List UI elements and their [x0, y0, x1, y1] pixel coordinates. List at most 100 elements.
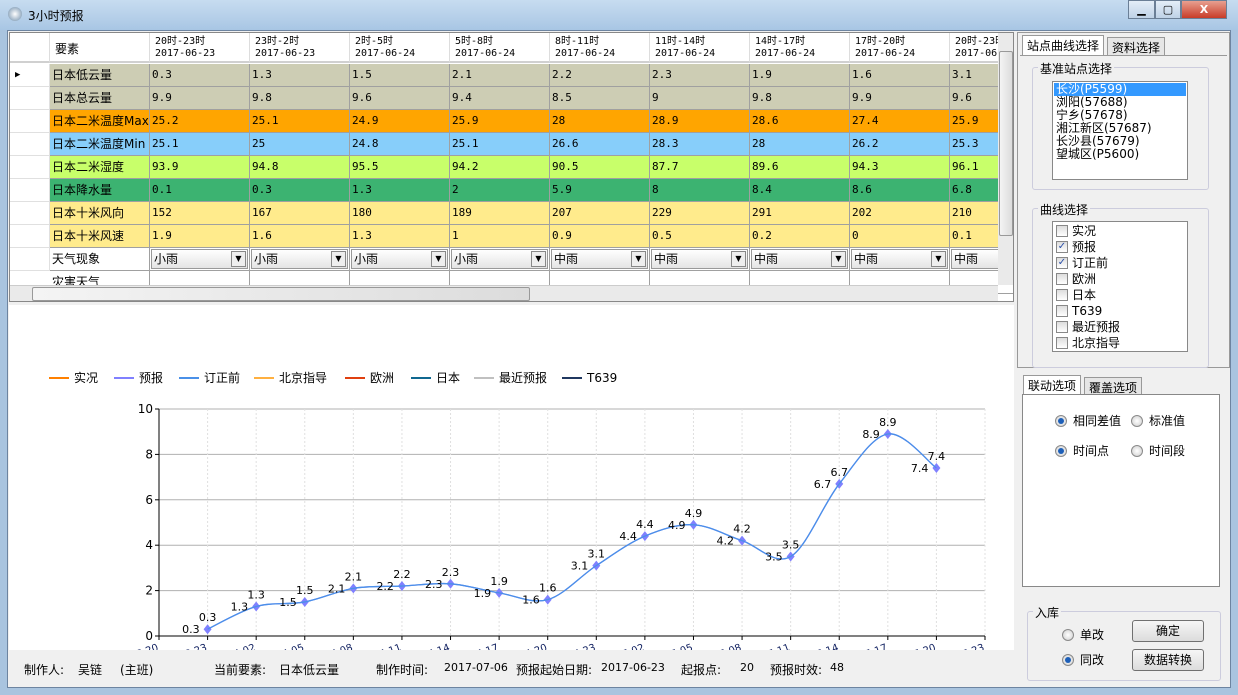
horizontal-scrollbar[interactable]	[10, 285, 998, 301]
column-header[interactable]: 2时-5时 2017-06-24	[350, 33, 450, 63]
grid-cell[interactable]: 180	[350, 202, 450, 225]
chevron-down-icon[interactable]: ▼	[731, 251, 746, 267]
station-list[interactable]: 长沙(P5599) 浏阳(57688) 宁乡(57678) 湘江新区(57687) 长沙…	[1052, 81, 1188, 180]
grid-cell[interactable]: 28.6	[750, 110, 850, 133]
column-header[interactable]: 8时-11时 2017-06-24	[550, 33, 650, 63]
grid-cell[interactable]: 167	[250, 202, 350, 225]
grid-cell[interactable]: 189	[450, 202, 550, 225]
column-header[interactable]: 23时-2时 2017-06-23	[250, 33, 350, 63]
station-item[interactable]: 宁乡(57678)	[1056, 108, 1128, 122]
grid-cell[interactable]: 9.8	[750, 87, 850, 110]
scroll-thumb[interactable]	[32, 287, 530, 301]
grid-cell[interactable]: 1.3	[350, 179, 450, 202]
grid-cell[interactable]: 25	[250, 133, 350, 156]
row-header[interactable]	[10, 133, 50, 156]
column-header[interactable]: 11时-14时 2017-06-24	[650, 33, 750, 63]
grid-cell[interactable]: 291	[750, 202, 850, 225]
grid-cell[interactable]: 25.3	[950, 133, 1013, 156]
curve-checkbox[interactable]: 实况	[1054, 223, 1186, 239]
station-item[interactable]: 长沙(P5599)	[1054, 83, 1186, 96]
grid-cell[interactable]: 202	[850, 202, 950, 225]
data-convert-button[interactable]: 数据转换	[1132, 649, 1204, 671]
grid-cell[interactable]: 25.9	[450, 110, 550, 133]
grid-cell[interactable]: 9.4	[450, 87, 550, 110]
grid-cell[interactable]: 8.5	[550, 87, 650, 110]
grid-cell[interactable]: 28	[750, 133, 850, 156]
chevron-down-icon[interactable]: ▼	[231, 251, 246, 267]
chevron-down-icon[interactable]: ▼	[531, 251, 546, 267]
grid-cell[interactable]: 1.3	[350, 225, 450, 248]
radio-single-edit[interactable]: 单改	[1062, 626, 1104, 643]
checkbox-checked-icon[interactable]: ✓	[1056, 241, 1068, 253]
grid-cell[interactable]: 0.3	[150, 64, 250, 87]
grid-cell[interactable]: 26.2	[850, 133, 950, 156]
grid-cell[interactable]: 2.2	[550, 64, 650, 87]
grid-cell[interactable]: 24.8	[350, 133, 450, 156]
radio-same-diff[interactable]: 相同差值	[1055, 412, 1121, 429]
weather-dropdown[interactable]: 中雨▼	[751, 249, 848, 269]
grid-cell[interactable]: 9.8	[250, 87, 350, 110]
grid-cell[interactable]: 1	[450, 225, 550, 248]
grid-cell[interactable]: 0	[850, 225, 950, 248]
chevron-down-icon[interactable]: ▼	[831, 251, 846, 267]
grid-cell[interactable]: 94.8	[250, 156, 350, 179]
grid-cell[interactable]: 9.6	[350, 87, 450, 110]
grid-cell[interactable]: 1.9	[150, 225, 250, 248]
row-header[interactable]	[10, 202, 50, 225]
radio-same-edit[interactable]: 同改	[1062, 651, 1104, 668]
curve-checkbox[interactable]: ✓ 预报	[1054, 239, 1186, 255]
grid-cell[interactable]: 9.6	[950, 87, 1013, 110]
row-header[interactable]	[10, 110, 50, 133]
tab-station-curve[interactable]: 站点曲线选择	[1022, 35, 1105, 55]
grid-cell[interactable]: 1.5	[350, 64, 450, 87]
grid-cell[interactable]: 207	[550, 202, 650, 225]
grid-cell[interactable]: 6.8	[950, 179, 1013, 202]
data-point[interactable]	[932, 463, 941, 474]
tab-overwrite-options[interactable]: 覆盖选项	[1084, 377, 1143, 395]
curve-checkbox[interactable]: ✓ 订正前	[1054, 255, 1186, 271]
grid-cell[interactable]: 1.6	[850, 64, 950, 87]
data-grid[interactable]: 要素 20时-23时 2017-06-23 23时-2时 2017-06-23 2时-5时…	[9, 32, 1014, 302]
checkbox-icon[interactable]	[1056, 337, 1068, 349]
weather-dropdown[interactable]: 小雨 ▼	[151, 249, 248, 269]
maximize-button[interactable]: ▢	[1155, 0, 1181, 19]
grid-cell[interactable]: 1.6	[250, 225, 350, 248]
weather-dropdown[interactable]: 小雨 ▼	[351, 249, 448, 269]
grid-cell[interactable]: 90.5	[550, 156, 650, 179]
grid-cell[interactable]: 89.6	[750, 156, 850, 179]
chevron-down-icon[interactable]: ▼	[331, 251, 346, 267]
radio-standard[interactable]: 标准值	[1131, 412, 1185, 429]
column-header[interactable]: 14时-17时 2017-06-24	[750, 33, 850, 63]
grid-cell[interactable]: 24.9	[350, 110, 450, 133]
weather-dropdown[interactable]: 小雨 ▼	[451, 249, 548, 269]
vertical-scrollbar[interactable]	[998, 33, 1013, 285]
row-header[interactable]	[10, 179, 50, 202]
grid-cell[interactable]: 28.9	[650, 110, 750, 133]
row-header[interactable]	[10, 248, 50, 271]
confirm-button[interactable]: 确定	[1132, 620, 1204, 642]
grid-cell[interactable]: 3.1	[950, 64, 1013, 87]
curve-checkbox[interactable]: 欧洲	[1054, 271, 1186, 287]
grid-cell[interactable]: 0.2	[750, 225, 850, 248]
grid-cell[interactable]: 0.5	[650, 225, 750, 248]
grid-cell[interactable]: 210	[950, 202, 1013, 225]
checkbox-icon[interactable]	[1056, 305, 1068, 317]
grid-cell[interactable]: 2	[450, 179, 550, 202]
checkbox-checked-icon[interactable]: ✓	[1056, 257, 1068, 269]
station-item[interactable]: 湘江新区(57687)	[1056, 121, 1152, 135]
grid-cell[interactable]: 9.9	[850, 87, 950, 110]
chevron-down-icon[interactable]: ▼	[631, 251, 646, 267]
grid-cell[interactable]: 5.9	[550, 179, 650, 202]
scroll-thumb[interactable]	[999, 51, 1013, 236]
grid-cell[interactable]: 0.9	[550, 225, 650, 248]
grid-cell[interactable]: 25.1	[150, 133, 250, 156]
grid-cell[interactable]: 8.6	[850, 179, 950, 202]
row-header[interactable]	[10, 87, 50, 110]
weather-dropdown[interactable]: 小雨 ▼	[251, 249, 348, 269]
weather-dropdown[interactable]: 中雨▼	[951, 249, 1013, 269]
grid-cell[interactable]: 94.2	[450, 156, 550, 179]
row-header[interactable]	[10, 225, 50, 248]
weather-dropdown[interactable]: 中雨▼	[651, 249, 748, 269]
chevron-down-icon[interactable]: ▼	[931, 251, 946, 267]
checkbox-icon[interactable]	[1056, 225, 1068, 237]
